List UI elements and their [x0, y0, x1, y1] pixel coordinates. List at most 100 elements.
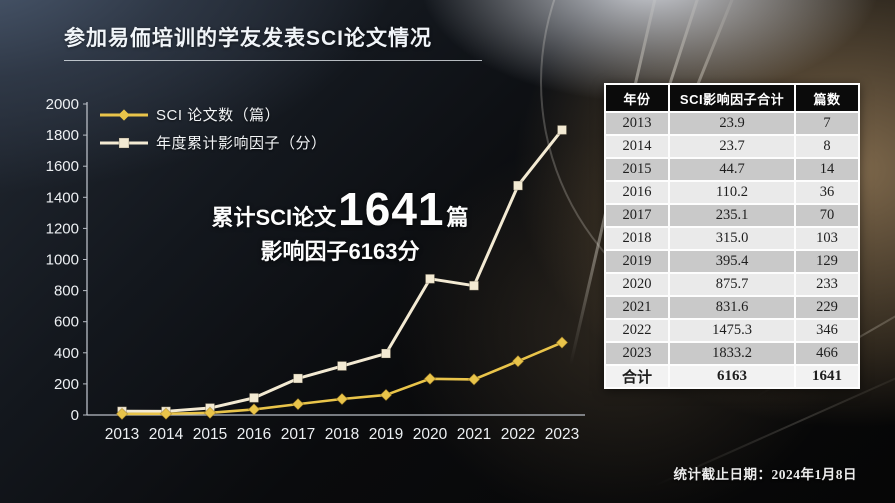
data-point-marker [159, 407, 173, 421]
data-point-marker [379, 388, 393, 402]
table-cell: 129 [796, 251, 858, 272]
table-row: 2017 235.1 70 [606, 205, 858, 226]
legend-item: SCI 论文数（篇） [100, 104, 327, 125]
table-cell: 1833.2 [670, 343, 794, 364]
x-axis-label: 2013 [105, 426, 139, 443]
data-point-marker [115, 407, 129, 421]
table-row: 2013 23.9 7 [606, 113, 858, 134]
y-axis-label: 800 [54, 283, 79, 300]
legend-marker-square-icon [100, 137, 148, 148]
y-axis-label: 1600 [46, 158, 79, 175]
table-cell: 2021 [606, 297, 668, 318]
table-cell: 2020 [606, 274, 668, 295]
table-header-cell: SCI影响因子合计 [670, 85, 794, 111]
table-total-cell: 合计 [606, 366, 668, 387]
x-axis-label: 2023 [545, 426, 579, 443]
data-point-marker [381, 348, 391, 359]
y-axis-label: 1200 [46, 220, 79, 237]
annotation-impact-factor: 影响因子6163分 [260, 239, 420, 264]
table-cell: 395.4 [670, 251, 794, 272]
table-total-cell: 1641 [796, 366, 858, 387]
data-point-marker [423, 372, 437, 386]
y-axis-label: 600 [54, 314, 79, 331]
table-cell: 875.7 [670, 274, 794, 295]
table-cell: 110.2 [670, 182, 794, 203]
x-axis-label: 2017 [281, 426, 315, 443]
y-axis-label: 1000 [46, 252, 79, 269]
y-axis-label: 1800 [46, 127, 79, 144]
table-cell: 346 [796, 320, 858, 341]
data-point-marker [293, 373, 303, 384]
y-axis-label: 2000 [46, 96, 79, 113]
table-row: 2021 831.6 229 [606, 297, 858, 318]
table-cell: 831.6 [670, 297, 794, 318]
summary-annotation: 累计SCI论文 1641 篇 影响因子6163分 [190, 183, 490, 266]
data-point-marker [425, 273, 435, 284]
table-cell: 2018 [606, 228, 668, 249]
data-point-marker [249, 392, 259, 403]
table-cell: 2019 [606, 251, 668, 272]
table-cell: 466 [796, 343, 858, 364]
annotation-paper-count: 1641 [338, 183, 445, 235]
table-cell: 233 [796, 274, 858, 295]
legend-label: SCI 论文数（篇） [156, 107, 281, 124]
data-point-marker [557, 124, 567, 135]
table-row: 2015 44.7 14 [606, 159, 858, 180]
page-title: 参加易侕培训的学友发表SCI论文情况 [64, 27, 433, 50]
footer-date: 统计截止日期：2024年1月8日 [673, 467, 857, 482]
table-cell: 2014 [606, 136, 668, 157]
table-cell: 229 [796, 297, 858, 318]
data-point-marker [247, 403, 261, 416]
table-cell: 2017 [606, 205, 668, 226]
data-point-marker [291, 397, 305, 411]
table-cell: 14 [796, 159, 858, 180]
table-cell: 23.7 [670, 136, 794, 157]
legend-label: 年度累计影响因子（分） [156, 135, 327, 152]
table-header-cell: 篇数 [796, 85, 858, 111]
data-point-marker [203, 406, 217, 420]
data-point-marker [555, 336, 569, 349]
table-cell: 2023 [606, 343, 668, 364]
table-cell: 23.9 [670, 113, 794, 134]
x-axis-label: 2022 [501, 426, 535, 443]
annotation-suffix: 篇 [446, 205, 469, 230]
table-cell: 103 [796, 228, 858, 249]
table-row: 2022 1475.3 346 [606, 320, 858, 341]
y-axis-label: 200 [54, 376, 79, 393]
x-axis-label: 2021 [457, 426, 491, 443]
data-point-marker [335, 392, 349, 406]
table-row: 2018 315.0 103 [606, 228, 858, 249]
stats-table: 年份 SCI影响因子合计 篇数 2013 23.9 7 2014 23.7 8 2015 44.7 1… [604, 83, 860, 389]
table-row: 2014 23.7 8 [606, 136, 858, 157]
table-total-cell: 6163 [670, 366, 794, 387]
data-point-marker [467, 373, 481, 386]
x-axis-label: 2014 [149, 426, 184, 443]
table-header-cell: 年份 [606, 85, 668, 111]
title-underline [64, 60, 482, 61]
table-cell: 2013 [606, 113, 668, 134]
table-row: 2023 1833.2 466 [606, 343, 858, 364]
x-axis-label: 2016 [237, 426, 271, 443]
data-point-marker [511, 354, 525, 368]
y-axis-label: 1400 [46, 189, 79, 206]
legend-marker-diamond-icon [100, 108, 148, 121]
table-cell: 8 [796, 136, 858, 157]
table-cell: 2016 [606, 182, 668, 203]
table-row: 2019 395.4 129 [606, 251, 858, 272]
y-axis-label: 400 [54, 345, 79, 362]
table-cell: 70 [796, 205, 858, 226]
table-cell: 2015 [606, 159, 668, 180]
table-cell: 7 [796, 113, 858, 134]
y-axis-label: 0 [71, 407, 79, 424]
table-cell: 1475.3 [670, 320, 794, 341]
data-point-marker [337, 361, 347, 372]
x-axis-label: 2019 [369, 426, 403, 443]
data-point-marker [513, 180, 523, 191]
table-cell: 36 [796, 182, 858, 203]
line-chart: 0 200 400 600 800 1000 1200 1400 1600 1800 2000 201… [30, 95, 605, 460]
table-total-row: 合计 6163 1641 [606, 366, 858, 387]
data-point-marker [469, 280, 479, 291]
chart-legend: SCI 论文数（篇） 年度累计影响因子（分） [100, 104, 327, 153]
chart-canvas: 0 200 400 600 800 1000 1200 1400 1600 1800 2000 201… [46, 96, 585, 443]
legend-item: 年度累计影响因子（分） [100, 132, 327, 153]
